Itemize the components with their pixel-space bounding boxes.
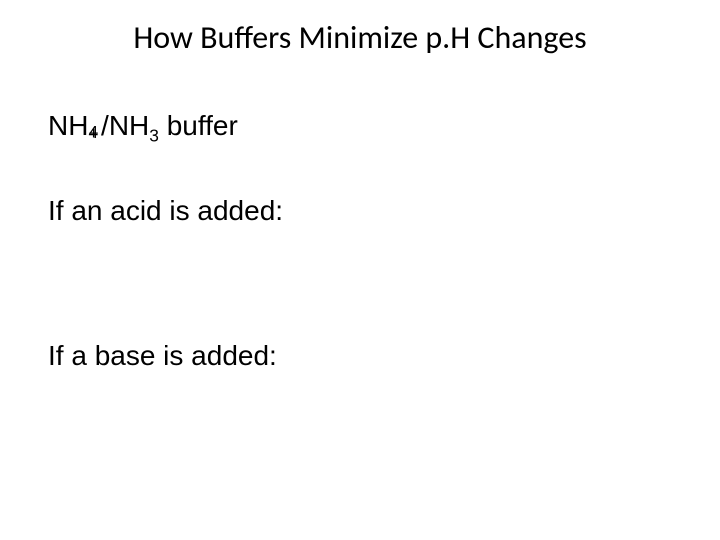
buffer-word: buffer	[159, 110, 238, 141]
base-added-line: If a base is added:	[48, 340, 277, 372]
formula-nh3-sub: 3	[149, 126, 159, 146]
slide-title: How Buffers Minimize p.H Changes	[0, 18, 720, 57]
slide: How Buffers Minimize p.H Changes NH4+/NH…	[0, 0, 720, 540]
acid-added-line: If an acid is added:	[48, 195, 283, 227]
formula-separator: /NH	[101, 110, 149, 141]
buffer-system-line: NH4+/NH3 buffer	[48, 110, 238, 142]
formula-nh4-prefix: NH	[48, 110, 88, 141]
formula-nh4-sup: +	[88, 125, 98, 142]
